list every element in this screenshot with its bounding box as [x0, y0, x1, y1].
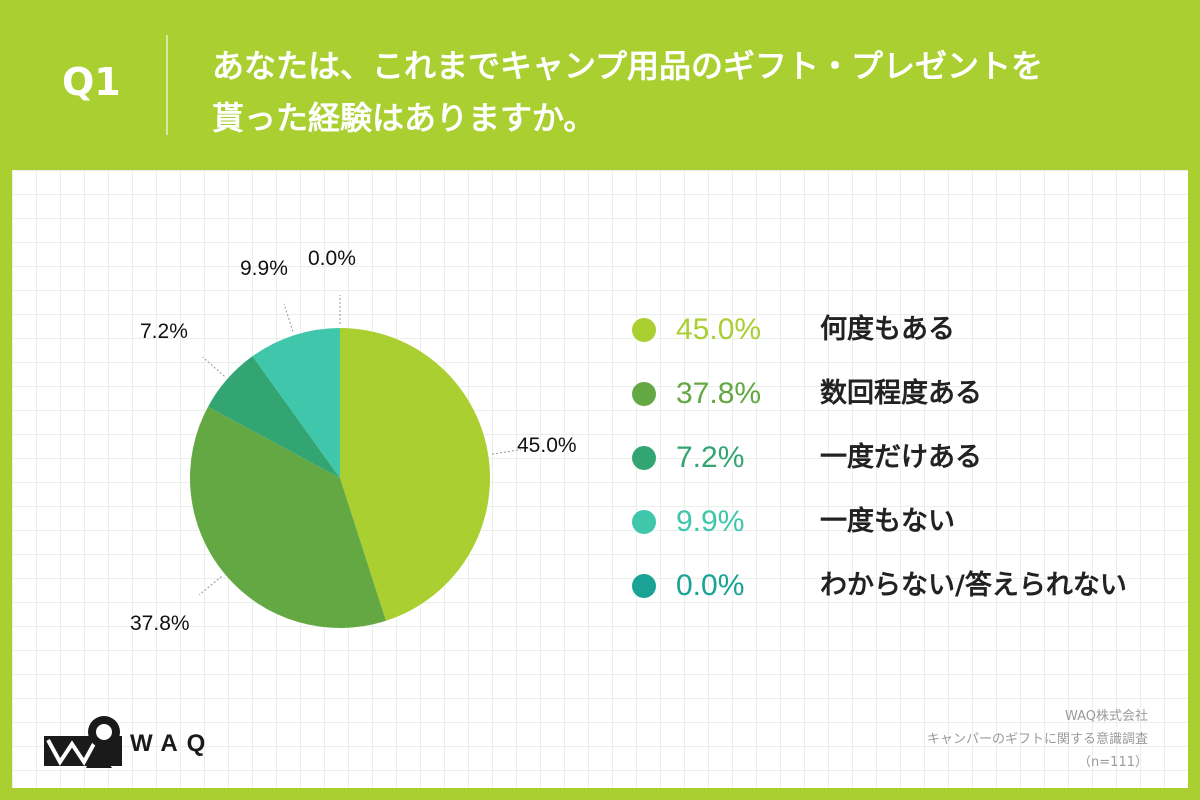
question-number: Q1: [62, 60, 121, 104]
header-divider: [166, 35, 168, 135]
legend-value-4: 0.0%: [676, 569, 745, 602]
question-header: Q1 あなたは、これまでキャンプ用品のギフト・プレゼントを 貰った経験はあります…: [0, 0, 1200, 170]
pie-slice-2: [208, 356, 340, 478]
legend-dot-3: [632, 510, 656, 534]
legend-label-0: 何度もある: [820, 314, 955, 345]
pie-chart: 45.0% 37.8% 7.2% 9.9% 0.0%: [130, 247, 577, 635]
legend-label-1: 数回程度ある: [820, 378, 982, 409]
pie-slice-1: [190, 406, 386, 628]
legend-dot-2: [632, 446, 656, 470]
waq-logo-icon: [44, 716, 122, 768]
source-company: WAQ株式会社: [1064, 709, 1148, 724]
question-text: あなたは、これまでキャンプ用品のギフト・プレゼントを 貰った経験はありますか。: [212, 40, 1172, 144]
legend-value-3: 9.9%: [676, 505, 745, 538]
legend-value-2: 7.2%: [676, 441, 745, 474]
pie-data-label-3: 9.9%: [240, 257, 288, 280]
question-line-2: 貰った経験はありますか。: [212, 99, 596, 137]
chart-panel: 45.0% 37.8% 7.2% 9.9% 0.0% 45.0% 何度もある 37.8%…: [12, 170, 1188, 788]
source-survey: キャンパーのギフトに関する意識調査: [926, 732, 1148, 747]
logo-wordmark: WAQ: [130, 730, 215, 757]
pie-slice-0: [340, 328, 491, 621]
source-note: WAQ株式会社 キャンパーのギフトに関する意識調査 （n=111）: [927, 705, 1148, 774]
pie-leader-line-3: [283, 303, 294, 332]
pie-data-label-2: 7.2%: [140, 320, 188, 343]
legend-dot-0: [632, 318, 656, 342]
pie-data-label-0: 45.0%: [517, 434, 577, 457]
legend-value-0: 45.0%: [676, 313, 762, 346]
pie-leader-line-2: [202, 356, 225, 377]
legend-label-4: わからない/答えられない: [820, 570, 1127, 601]
legend-label-2: 一度だけある: [820, 442, 982, 473]
pie-data-label-4: 0.0%: [308, 247, 356, 270]
pie-slice-3: [252, 328, 340, 478]
legend-dot-1: [632, 382, 656, 406]
legend-label-3: 一度もない: [820, 506, 955, 537]
pie-data-label-1: 37.8%: [130, 612, 190, 635]
pie-leader-line-0: [492, 449, 521, 455]
pie-leader-line-1: [198, 576, 222, 596]
question-line-1: あなたは、これまでキャンプ用品のギフト・プレゼントを: [212, 47, 1044, 85]
legend-value-1: 37.8%: [676, 377, 762, 410]
legend-dot-4: [632, 574, 656, 598]
source-sample: （n=111）: [1078, 755, 1148, 770]
